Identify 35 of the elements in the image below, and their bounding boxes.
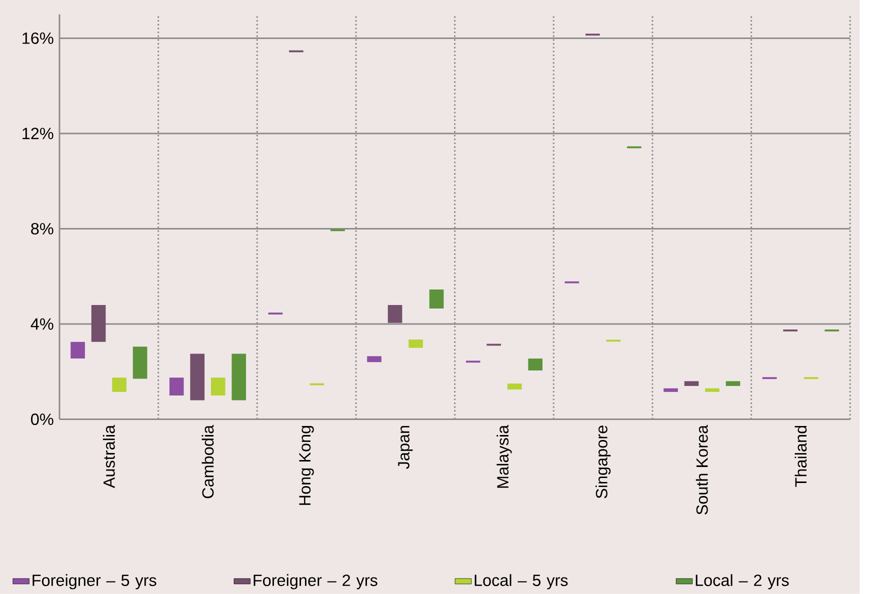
x-tick-label: Malaysia — [496, 424, 512, 488]
bar — [408, 340, 423, 348]
x-tick-label: Cambodia — [202, 424, 214, 498]
legend-label: Local – 5 yrs — [474, 574, 568, 590]
bar — [664, 388, 678, 392]
bar — [705, 388, 720, 392]
y-tick-label: 8% — [31, 223, 54, 235]
bar — [169, 378, 184, 396]
bar — [210, 378, 226, 396]
x-tick-label: Thailand — [794, 426, 807, 487]
bar — [684, 381, 699, 386]
x-tick-label: Japan — [398, 426, 413, 469]
bar — [132, 346, 148, 379]
bar — [507, 384, 522, 390]
bar — [232, 354, 246, 400]
bar — [726, 381, 740, 386]
legend-label: Foreigner – 5 yrs — [32, 574, 156, 590]
bar — [367, 356, 382, 362]
x-tick-label: Hong Kong — [299, 426, 314, 505]
bar — [528, 358, 543, 370]
bar — [91, 305, 106, 342]
bar — [388, 305, 402, 323]
legend-label: Local – 2 yrs — [696, 574, 789, 590]
bar — [112, 378, 126, 392]
y-tick-label: 12% — [22, 128, 54, 140]
y-tick-label: 4% — [30, 318, 54, 330]
x-tick-label: Australia — [102, 424, 115, 488]
bar — [190, 354, 205, 400]
legend-label: Foreigner – 2 yrs — [254, 574, 378, 590]
bar — [429, 290, 444, 309]
y-tick-label: 16% — [22, 32, 54, 44]
y-tick-label: 0% — [31, 414, 54, 426]
x-tick-label: South Korea — [696, 424, 708, 515]
bar — [70, 342, 85, 359]
x-tick-label: Singapore — [595, 426, 611, 498]
